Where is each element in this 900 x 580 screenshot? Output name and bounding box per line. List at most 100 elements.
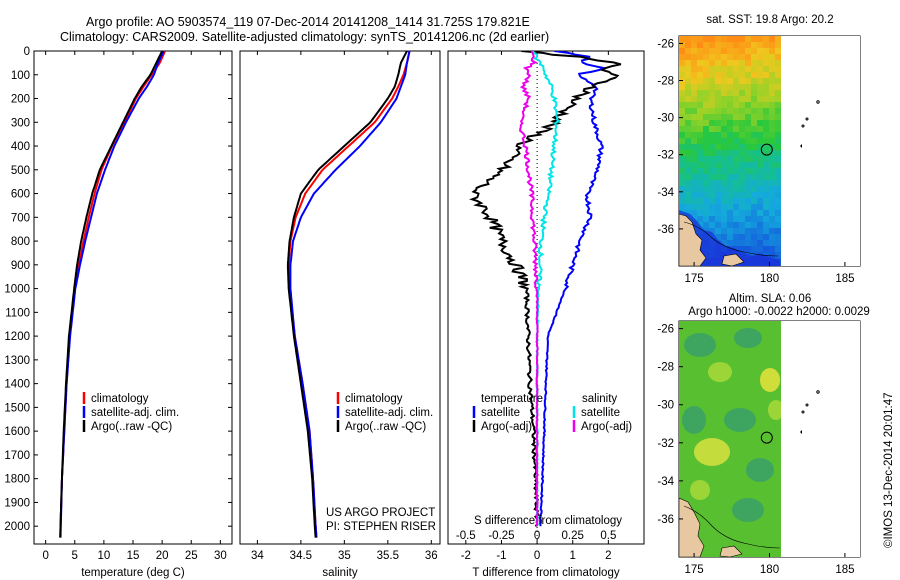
sst-cell [691, 60, 697, 66]
sst-cell [775, 108, 781, 114]
sst-cell [685, 138, 691, 144]
sla-anomaly-blob [682, 406, 706, 434]
sst-cell [769, 84, 775, 90]
sst-cell [697, 78, 703, 84]
sst-cell [763, 174, 769, 180]
sst-cell [727, 198, 733, 204]
sst-cell [769, 54, 775, 60]
sst-cell [733, 174, 739, 180]
sst-lon-tick-labels: 175 180 185 [684, 262, 855, 285]
sst-cell [679, 90, 685, 96]
depth-tick-label: 2000 [4, 521, 30, 533]
sst-cell [751, 174, 757, 180]
sst-cell [757, 48, 763, 54]
s-difference-label: S difference from climatology [474, 515, 622, 527]
sst-cell [757, 120, 763, 126]
sst-cell [751, 168, 757, 174]
imos-timestamp: ©IMOS 13-Dec-2014 20:01:47 [883, 392, 895, 548]
sst-cell [697, 168, 703, 174]
sst-cell [745, 210, 751, 216]
sst-cell [703, 66, 709, 72]
sst-cell [721, 102, 727, 108]
sst-cell [691, 150, 697, 156]
sst-cell [715, 216, 721, 222]
land-mass [679, 213, 707, 266]
lon-tick-label: 180 [760, 564, 779, 576]
sst-cell [769, 222, 775, 228]
sst-cell [763, 138, 769, 144]
sla-anomaly-blob [732, 498, 764, 522]
sst-cell [769, 108, 775, 114]
legend-label-s-argo: Argo(-adj) [581, 421, 632, 433]
t-difference-xlabel: T difference from climatology [472, 567, 619, 579]
sst-cell [715, 168, 721, 174]
sst-cell [727, 234, 733, 240]
lon-tick-label: 180 [760, 273, 779, 285]
sst-cell [733, 102, 739, 108]
sst-cell [769, 228, 775, 234]
salinity-tick-labels: 34 34.5 35 35.5 36 [251, 51, 438, 562]
sst-cell [757, 246, 763, 252]
sst-cell [715, 150, 721, 156]
sst-cell [709, 126, 715, 132]
sst-cell [745, 150, 751, 156]
island [801, 410, 805, 414]
sst-cell [751, 186, 757, 192]
sst-cell [733, 162, 739, 168]
sst-cell [769, 120, 775, 126]
sst-cell [751, 66, 757, 72]
sst-cell [685, 192, 691, 198]
sst-cell [757, 78, 763, 84]
sst-cell [727, 108, 733, 114]
sst-lat-tick-labels: -26 -28 -30 -32 -34 -36 [657, 38, 683, 236]
sla-anomaly-blob [768, 400, 784, 420]
sst-cell [691, 36, 697, 42]
sst-cell [697, 198, 703, 204]
sst-cell [775, 240, 781, 246]
x-tick-label: 20 [156, 550, 169, 562]
sst-cell [703, 96, 709, 102]
sst-cell [733, 78, 739, 84]
sst-cell [733, 144, 739, 150]
sst-cell [763, 144, 769, 150]
sst-cell [775, 96, 781, 102]
sst-cell [775, 60, 781, 66]
sst-cell [703, 90, 709, 96]
sst-cell [757, 36, 763, 42]
sst-cell [685, 108, 691, 114]
salinity-xlabel: salinity [322, 567, 357, 579]
sst-cell [769, 192, 775, 198]
sst-cell [709, 144, 715, 150]
sst-cell [757, 240, 763, 246]
sst-cell [739, 132, 745, 138]
sla-anomaly-blob [724, 408, 756, 432]
sst-cell [685, 60, 691, 66]
sla-heatmap [682, 328, 784, 522]
difference-legend: temperature satellite Argo(-adj) salinit… [472, 393, 632, 433]
sst-cell [763, 186, 769, 192]
sst-cell [733, 228, 739, 234]
sla-anomaly-blob [734, 328, 762, 348]
sst-cell [685, 126, 691, 132]
depth-tick-label: 1000 [4, 284, 30, 296]
sst-cell [727, 222, 733, 228]
sst-cell [775, 72, 781, 78]
sst-cell [709, 108, 715, 114]
sst-cell [745, 222, 751, 228]
sst-cell [697, 210, 703, 216]
sst-cell [697, 216, 703, 222]
sst-cell [697, 186, 703, 192]
x-tick-label: 2 [605, 550, 611, 562]
sst-cell [739, 192, 745, 198]
sst-cell [739, 78, 745, 84]
sst-cell [727, 216, 733, 222]
sst-cell [709, 192, 715, 198]
sst-cell [691, 72, 697, 78]
sst-cell [721, 216, 727, 222]
sst-cell [727, 78, 733, 84]
sst-cell [721, 90, 727, 96]
sst-cell [715, 126, 721, 132]
sst-cell [679, 48, 685, 54]
sst-cell [709, 72, 715, 78]
sst-cell [709, 204, 715, 210]
